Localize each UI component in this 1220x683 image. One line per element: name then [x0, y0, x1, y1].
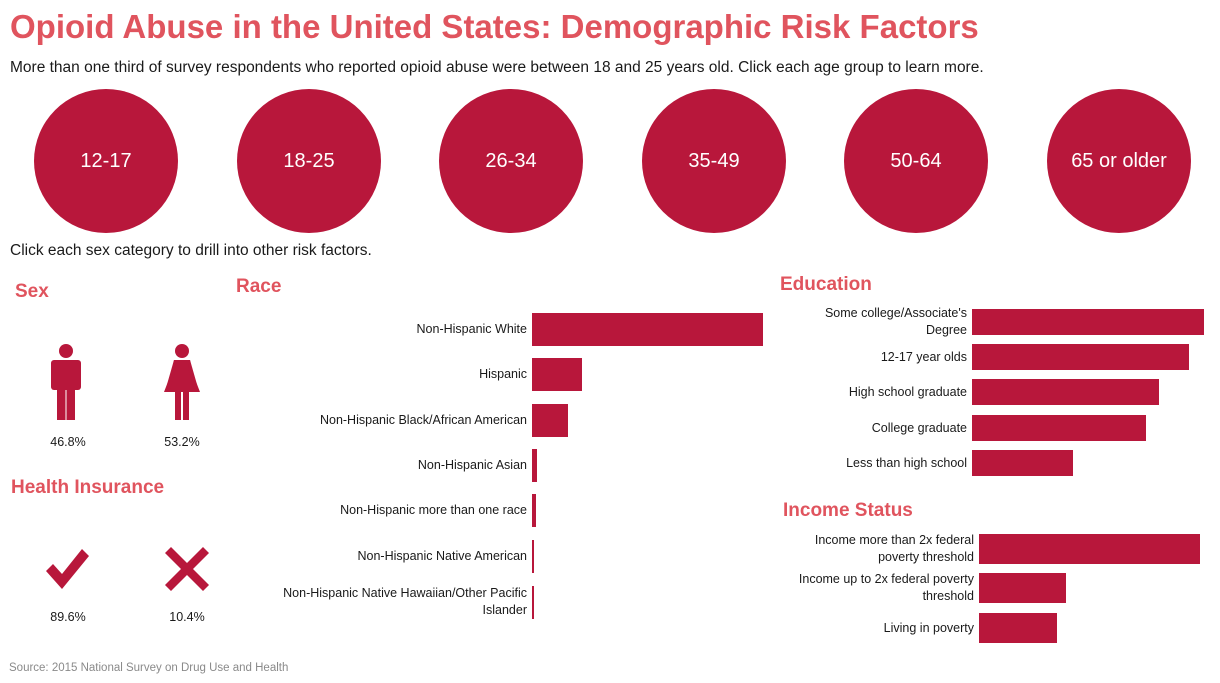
- race-bar[interactable]: [532, 312, 763, 346]
- education-bar[interactable]: [972, 344, 1189, 370]
- race-bar[interactable]: [532, 357, 583, 391]
- race-title: Race: [236, 276, 282, 297]
- male-icon[interactable]: [46, 344, 86, 420]
- race-category-label: Non-Hispanic Asian: [417, 457, 527, 472]
- age-group-26-34[interactable]: 26-34: [439, 89, 583, 233]
- race-category-label: Non-Hispanic Black/African American: [319, 412, 527, 427]
- education-bar[interactable]: [972, 309, 1204, 335]
- education-category-label: High school graduate: [848, 384, 967, 399]
- race-bar[interactable]: [532, 448, 538, 482]
- age-group-65-or-older[interactable]: 65 or older: [1047, 89, 1191, 233]
- income-bar[interactable]: [979, 534, 1200, 564]
- education-bar[interactable]: [972, 379, 1160, 405]
- insured-percent: 89.6%: [50, 610, 86, 624]
- race-bar[interactable]: [532, 403, 568, 437]
- page-title: Opioid Abuse in the United States: Demog…: [10, 8, 979, 45]
- education-category-label: Less than high school: [846, 455, 967, 470]
- age-group-50-64[interactable]: 50-64: [844, 89, 988, 233]
- education-category-label: 12-17 year olds: [880, 349, 967, 364]
- age-group-18-25[interactable]: 18-25: [237, 89, 381, 233]
- race-bar[interactable]: [532, 539, 534, 573]
- income-title: Income Status: [783, 500, 913, 521]
- female-icon[interactable]: [162, 344, 202, 420]
- female-percent: 53.2%: [164, 435, 200, 449]
- education-bar[interactable]: [972, 415, 1147, 441]
- race-category-label: Non-Hispanic more than one race: [340, 502, 527, 517]
- income-bar[interactable]: [979, 573, 1066, 603]
- race-bar[interactable]: [532, 493, 537, 527]
- race-category-label: Non-Hispanic Native Hawaiian/Other Pacif…: [283, 586, 527, 617]
- education-category-label: Some college/Associate's Degree: [824, 306, 967, 337]
- race-bar[interactable]: [532, 585, 534, 619]
- education-title: Education: [780, 274, 872, 295]
- uninsured-percent: 10.4%: [169, 610, 205, 624]
- sex-instruction: Click each sex category to drill into ot…: [10, 242, 372, 259]
- income-category-label: Income more than 2x federal poverty thre…: [814, 533, 974, 564]
- education-bar[interactable]: [972, 450, 1073, 476]
- sex-title: Sex: [15, 281, 49, 302]
- health-insurance-title: Health Insurance: [11, 477, 165, 498]
- age-group-12-17[interactable]: 12-17: [34, 89, 178, 233]
- page-subtitle: More than one third of survey respondent…: [10, 59, 984, 76]
- x-icon[interactable]: [165, 547, 209, 591]
- race-category-label: Non-Hispanic Native American: [357, 548, 527, 563]
- checkmark-icon[interactable]: [44, 547, 90, 591]
- age-group-35-49[interactable]: 35-49: [642, 89, 786, 233]
- race-category-label: Non-Hispanic White: [416, 321, 527, 336]
- income-bar[interactable]: [979, 613, 1058, 643]
- male-percent: 46.8%: [50, 435, 86, 449]
- source-note: Source: 2015 National Survey on Drug Use…: [9, 662, 289, 674]
- education-category-label: College graduate: [871, 420, 967, 435]
- income-category-label: Income up to 2x federal poverty threshol…: [798, 572, 974, 603]
- race-category-label: Hispanic: [479, 366, 527, 381]
- income-category-label: Living in poverty: [883, 620, 974, 635]
